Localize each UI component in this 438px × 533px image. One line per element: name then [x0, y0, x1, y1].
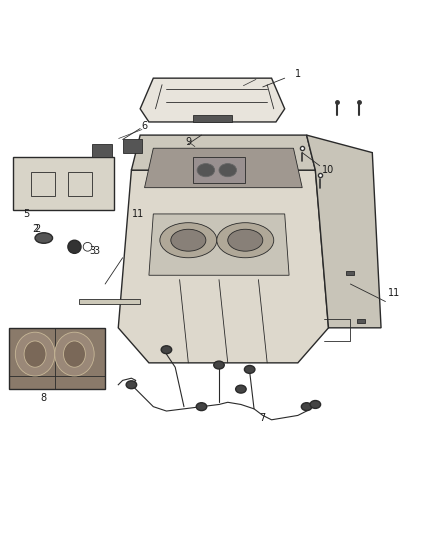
Bar [193, 157, 245, 183]
Polygon shape [13, 157, 114, 209]
Ellipse shape [301, 403, 312, 410]
Ellipse shape [310, 400, 321, 408]
Ellipse shape [217, 223, 274, 258]
Polygon shape [140, 78, 285, 122]
Ellipse shape [171, 229, 206, 251]
Ellipse shape [64, 341, 85, 367]
Text: 11: 11 [388, 288, 400, 298]
Polygon shape [149, 214, 289, 275]
Ellipse shape [196, 403, 207, 410]
Text: 6: 6 [141, 122, 148, 131]
Ellipse shape [24, 341, 46, 367]
Polygon shape [131, 135, 315, 170]
Text: 11: 11 [132, 209, 144, 219]
Bar [123, 140, 142, 152]
Ellipse shape [126, 381, 137, 389]
Bar [346, 271, 354, 275]
Ellipse shape [15, 332, 55, 376]
Ellipse shape [68, 240, 81, 253]
Text: 8: 8 [41, 393, 47, 403]
Polygon shape [79, 300, 140, 304]
Bar [193, 115, 232, 122]
Ellipse shape [197, 164, 215, 177]
Polygon shape [118, 170, 328, 363]
Bar [92, 144, 112, 157]
Ellipse shape [219, 164, 237, 177]
Ellipse shape [228, 229, 263, 251]
Bar [68, 172, 92, 197]
Text: 9: 9 [185, 136, 191, 147]
Text: 3: 3 [93, 246, 99, 256]
Text: 1: 1 [295, 69, 301, 79]
Ellipse shape [236, 385, 246, 393]
Text: 2: 2 [32, 224, 38, 235]
Ellipse shape [35, 233, 53, 243]
Ellipse shape [244, 366, 255, 374]
Text: 2: 2 [34, 224, 40, 235]
Bar [31, 172, 55, 197]
Text: 7: 7 [260, 413, 266, 423]
Text: 3: 3 [89, 246, 95, 256]
Text: 10: 10 [322, 165, 335, 175]
Ellipse shape [55, 332, 94, 376]
Polygon shape [307, 135, 381, 328]
Ellipse shape [214, 361, 224, 369]
Polygon shape [145, 148, 302, 188]
Polygon shape [9, 328, 105, 389]
Text: 5: 5 [23, 209, 29, 219]
Ellipse shape [161, 346, 172, 354]
Ellipse shape [160, 223, 217, 258]
Bar [357, 319, 365, 324]
